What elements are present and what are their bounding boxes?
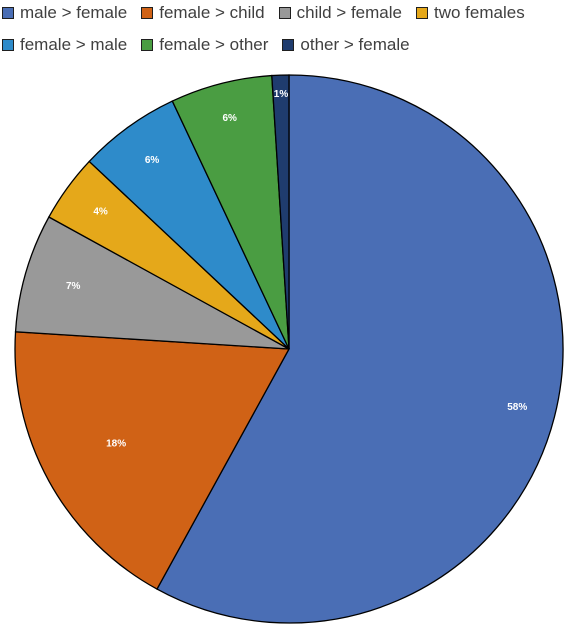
data-label-6: 1% bbox=[274, 89, 289, 100]
pie-slice-6 bbox=[271, 74, 290, 350]
chart-legend: male > female female > child child > fem… bbox=[2, 2, 562, 56]
legend-label: female > other bbox=[159, 35, 269, 54]
legend-label: two females bbox=[434, 3, 525, 22]
legend-label: other > female bbox=[300, 35, 410, 54]
legend-swatch bbox=[141, 7, 154, 19]
legend-label: child > female bbox=[296, 3, 402, 22]
pie-slice-0 bbox=[156, 74, 564, 624]
legend-swatch bbox=[2, 7, 14, 19]
data-label-0: 58% bbox=[507, 402, 527, 413]
data-label-3: 4% bbox=[93, 207, 108, 218]
pie-slice-2 bbox=[14, 216, 290, 350]
legend-label: female > child bbox=[159, 3, 265, 22]
legend-item-two-females: two females bbox=[416, 2, 525, 24]
legend-label: female > male bbox=[20, 35, 128, 54]
legend-swatch bbox=[2, 39, 14, 51]
pie-slice-1 bbox=[14, 331, 291, 590]
data-label-4: 6% bbox=[145, 155, 160, 166]
data-label-5: 6% bbox=[222, 113, 237, 124]
legend-item-child-female: child > female bbox=[278, 2, 402, 24]
legend-item-female-male: female > male bbox=[2, 34, 127, 56]
legend-item-female-child: female > child bbox=[141, 2, 265, 24]
data-label-1: 18% bbox=[106, 439, 126, 450]
legend-swatch bbox=[141, 39, 154, 51]
legend-swatch bbox=[416, 7, 428, 19]
legend-swatch bbox=[282, 39, 295, 51]
data-label-2: 7% bbox=[66, 281, 81, 292]
legend-label: male > female bbox=[20, 3, 128, 22]
legend-item-male-female: male > female bbox=[2, 2, 127, 24]
legend-swatch bbox=[278, 7, 291, 19]
legend-item-female-other: female > other bbox=[141, 34, 268, 56]
legend-item-other-female: other > female bbox=[282, 34, 410, 56]
